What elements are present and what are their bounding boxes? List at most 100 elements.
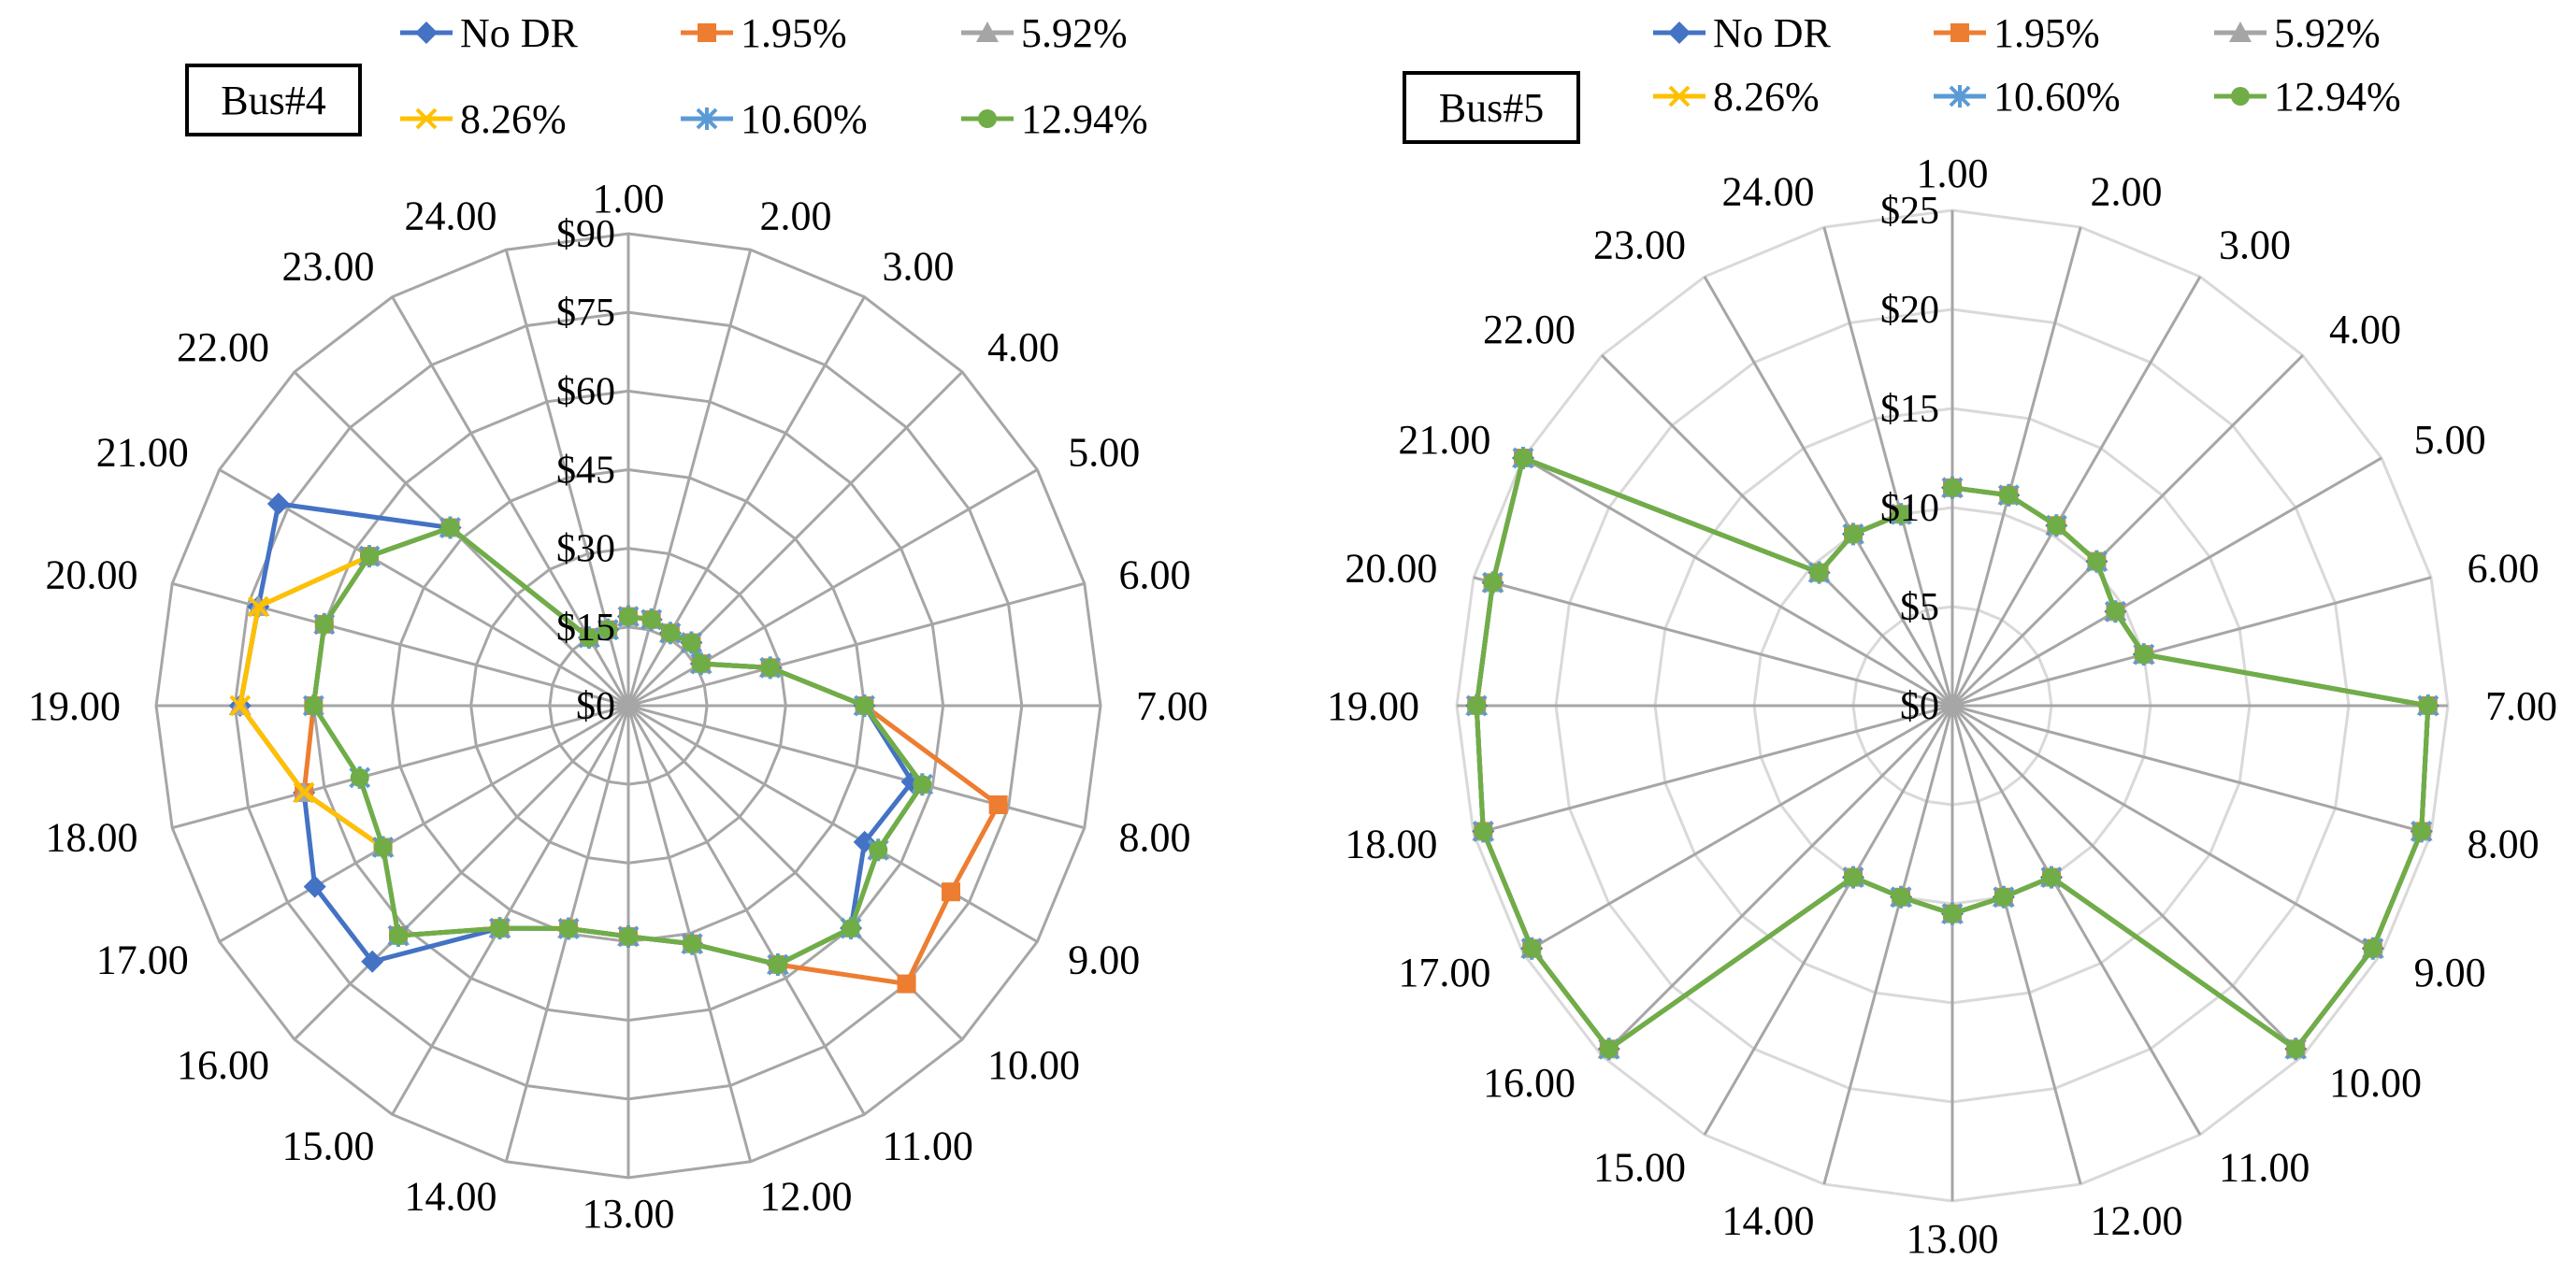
data-point [942,882,961,902]
axis-tick-label: $75 [556,292,615,335]
data-point [660,623,680,643]
legend-symbol-marker [415,21,438,44]
data-point [1483,573,1503,593]
spoke-line [171,581,629,708]
category-label: 2.00 [2091,168,2163,214]
legend-symbol-marker [978,109,997,128]
data-point [760,658,780,678]
legend-item: 1.95% [681,10,847,56]
category-label: 2.00 [760,193,832,239]
data-point [683,934,702,953]
axis-tick-label: $30 [556,528,615,571]
spoke-line [627,704,1086,830]
data-point [768,954,787,974]
data-point [1943,478,1962,497]
axis-tick-label: $15 [556,607,615,650]
spoke-line [626,705,753,1163]
category-label: 16.00 [177,1042,269,1088]
legend-label: 5.92% [2274,10,2381,56]
spoke-line [218,704,629,943]
data-point [2106,602,2125,622]
data-point [579,628,598,648]
legend-item: 8.26% [1653,74,1820,120]
category-label: 5.00 [1068,430,1140,476]
data-point [361,950,384,973]
chart-title: Bus#5 [1439,85,1544,131]
legend-item: 5.92% [2214,10,2381,56]
category-label: 3.00 [2219,222,2291,267]
spoke-line [1950,226,2082,707]
legend-item: No DR [400,10,579,56]
data-point [490,919,510,938]
spoke-line [626,370,964,708]
category-label: 23.00 [1593,222,1686,267]
data-point [350,767,369,787]
spoke-line [1951,704,2382,955]
category-label: 10.00 [2329,1060,2422,1106]
spoke-line [218,468,629,708]
legend-symbol-marker [415,107,438,130]
data-point [373,837,393,857]
legend-item: 1.95% [1934,10,2100,56]
category-label: 7.00 [1136,683,1208,729]
data-point [304,696,324,715]
spoke-line [627,468,1039,708]
data-point [314,614,334,634]
data-point [1522,938,1542,958]
category-label: 10.00 [987,1042,1080,1088]
category-label: 17.00 [96,937,189,983]
spoke-line [1703,705,1954,1136]
series-12-94- [304,518,932,974]
axis-tick-label: $10 [1880,487,1939,530]
category-label: 7.00 [2485,683,2557,729]
spoke-line [1601,354,1954,708]
data-point [1844,867,1863,887]
category-label: 12.00 [2091,1198,2183,1244]
axis-tick-label: $5 [1900,586,1939,629]
legend-label: 1.95% [1993,10,2100,56]
legend: No DR 1.95% 5.92% 8.26% 10.60% 12.94% [400,10,1148,142]
bus4-radar-chart: $0 $15 $30 $45 $60 $75 $901.00 2.00 3.00 4.00 5.00… [28,10,1208,1237]
legend-item: 5.92% [961,10,1128,56]
legend-symbol-marker [2229,21,2252,42]
legend-symbol-marker [1668,85,1691,107]
data-point [1809,563,1829,582]
category-label: 5.00 [2414,417,2486,463]
category-label: 6.00 [2468,545,2540,591]
data-point [1892,505,1911,524]
legend-label: 1.95% [741,10,847,56]
data-point [389,925,409,945]
spoke-line [626,295,866,707]
spoke-line [627,581,1086,708]
data-point [897,974,916,994]
legend-symbol-marker [976,21,999,42]
category-label: 12.00 [760,1173,853,1219]
category-label: 19.00 [28,683,121,729]
category-label: 23.00 [282,244,375,290]
data-point [869,840,888,860]
category-label: 20.00 [1345,545,1437,591]
spoke-line [1951,456,2382,708]
data-point [913,775,932,794]
category-label: 15.00 [1593,1145,1686,1191]
spoke-line [1950,705,2202,1136]
category-label: 16.00 [1483,1060,1576,1106]
legend-item: 10.60% [1934,74,2121,120]
spoke-line [1473,704,1953,836]
category-label: 20.00 [46,551,138,597]
legend-label: 12.94% [1021,96,1148,142]
category-label: 17.00 [1398,950,1490,995]
legend-label: 10.60% [1993,74,2121,120]
legend-symbol-marker [1950,23,1969,42]
spoke-line [626,705,866,1116]
data-point [619,926,638,946]
spoke-line [1822,226,1954,707]
spoke-line [1473,576,1953,708]
spoke-line [1951,704,2432,836]
category-label: 13.00 [1907,1216,1999,1262]
category-label: 21.00 [96,430,189,476]
data-point [691,654,711,674]
data-point [842,919,861,938]
category-label: 11.00 [883,1123,973,1168]
category-label: 21.00 [1398,417,1490,463]
